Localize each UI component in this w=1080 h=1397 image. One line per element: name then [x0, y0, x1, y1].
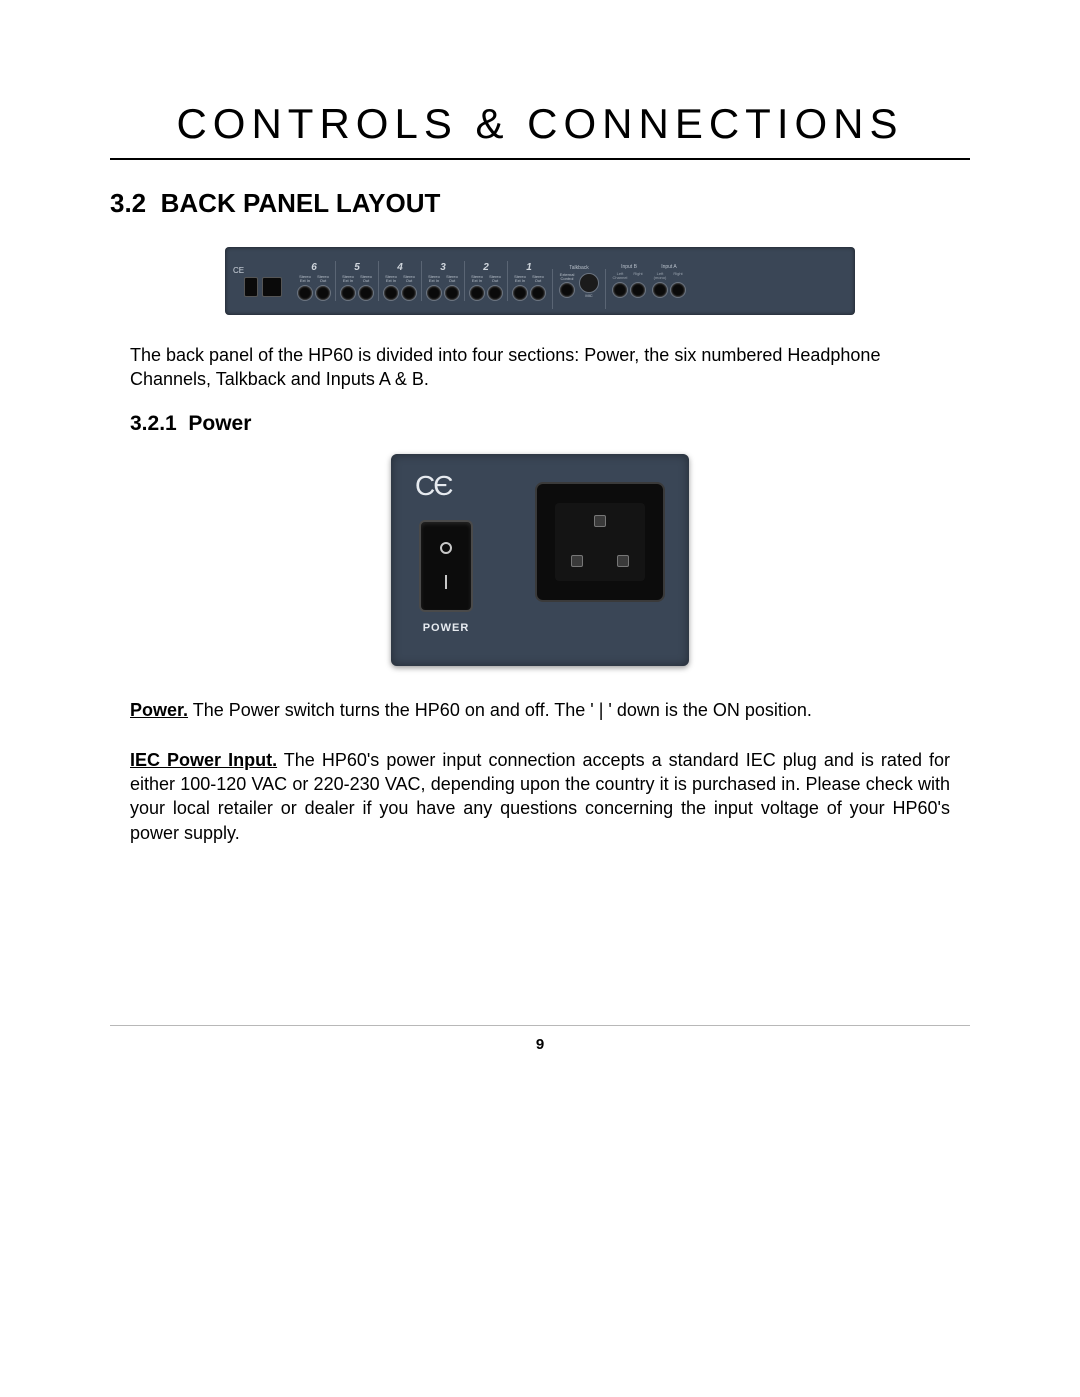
input-sub: Right [670, 272, 686, 280]
backpanel-channels: 6 Stereo Ext In Stereo Out 5 Stereo Ext … [297, 261, 546, 301]
page-number: 9 [110, 1036, 970, 1053]
jack-icon [612, 282, 628, 298]
section-heading: 3.2 BACK PANEL LAYOUT [110, 188, 970, 219]
subsection-number: 3.2.1 [130, 412, 177, 435]
page-title: CONTROLS & CONNECTIONS [110, 100, 970, 148]
jack-label: Stereo Out [487, 275, 503, 283]
jack-label: Stereo Ext In [383, 275, 399, 283]
jack-label: Stereo Ext In [512, 275, 528, 283]
separator [335, 261, 336, 301]
mic-label: MIC [581, 294, 597, 298]
jack-icon [358, 285, 374, 301]
power-switch-block: POWER [419, 520, 473, 634]
input-sub: Left Channel [612, 272, 628, 280]
jack-label: Stereo Out [401, 275, 417, 283]
backpanel-figure: CE 6 Stereo Ext In Stereo Out 5 [110, 247, 970, 315]
input-sub: Right [630, 272, 646, 280]
channel-number: 4 [397, 262, 403, 273]
channel-6: 6 Stereo Ext In Stereo Out [297, 262, 331, 301]
jack-label: Stereo Out [530, 275, 546, 283]
iec-pin-icon [594, 515, 606, 527]
power-label: POWER [423, 622, 470, 634]
jack-icon [630, 282, 646, 298]
jack-icon [652, 282, 668, 298]
separator [421, 261, 422, 301]
jack-icon [426, 285, 442, 301]
section-text: BACK PANEL LAYOUT [161, 188, 441, 218]
jack-icon [559, 282, 575, 298]
ce-mark-icon: CE [233, 266, 244, 275]
jack-label: Stereo Out [358, 275, 374, 283]
talkback-title: Talkback [569, 265, 588, 271]
inputs-section: Input B Left Channel Right Input A Left … [612, 264, 686, 298]
jack-label: Stereo Out [444, 275, 460, 283]
iec-pin-icon [617, 555, 629, 567]
input-title: Input B [621, 264, 637, 270]
backpanel-power-section: CE [233, 266, 293, 297]
power-closeup-figure: CЄ POWER [110, 454, 970, 666]
jack-icon [401, 285, 417, 301]
jack-icon [340, 285, 356, 301]
switch-on-mark-icon [445, 575, 447, 589]
power-rocker-switch-icon [419, 520, 473, 612]
input-a: Input A Left (mono) Right [652, 264, 686, 298]
channel-number: 5 [354, 262, 360, 273]
xlr-icon [579, 273, 599, 293]
channel-4: 4 Stereo Ext In Stereo Out [383, 262, 417, 301]
iec-socket-icon [262, 277, 282, 297]
jack-icon [444, 285, 460, 301]
intro-paragraph: The back panel of the HP60 is divided in… [130, 343, 950, 392]
input-sub: Left (mono) [652, 272, 668, 280]
input-title: Input A [661, 264, 677, 270]
switch-off-mark-icon [440, 542, 452, 554]
power-para-label: Power. [130, 700, 188, 720]
power-para-text: The Power switch turns the HP60 on and o… [188, 700, 812, 720]
iec-paragraph: IEC Power Input. The HP60's power input … [130, 748, 950, 845]
iec-para-label: IEC Power Input. [130, 750, 277, 770]
jack-label: Stereo Ext In [297, 275, 313, 283]
channel-number: 3 [440, 262, 446, 273]
iec-socket-inner [555, 503, 645, 581]
footer-rule [110, 1025, 970, 1026]
document-page: CONTROLS & CONNECTIONS 3.2 BACK PANEL LA… [0, 0, 1080, 1093]
channel-2: 2 Stereo Ext In Stereo Out [469, 262, 503, 301]
jack-label: Stereo Ext In [426, 275, 442, 283]
jack-label: Stereo Ext In [340, 275, 356, 283]
title-underline [110, 158, 970, 160]
power-paragraph: Power. The Power switch turns the HP60 o… [130, 698, 950, 722]
jack-icon [530, 285, 546, 301]
jack-label: Stereo Ext In [469, 275, 485, 283]
power-switch-icon [244, 277, 258, 297]
separator [605, 269, 606, 309]
talkback-sub: External Control [559, 273, 575, 281]
subsection-text: Power [188, 412, 251, 435]
channel-3: 3 Stereo Ext In Stereo Out [426, 262, 460, 301]
talkback-section: Talkback External Control MIC [559, 265, 599, 298]
jack-icon [383, 285, 399, 301]
iec-socket-icon [535, 482, 665, 602]
separator [507, 261, 508, 301]
subsection-heading: 3.2.1 Power [130, 412, 970, 436]
separator [552, 269, 553, 309]
separator [378, 261, 379, 301]
iec-pin-icon [571, 555, 583, 567]
backpanel-diagram: CE 6 Stereo Ext In Stereo Out 5 [225, 247, 855, 315]
jack-icon [487, 285, 503, 301]
channel-1: 1 Stereo Ext In Stereo Out [512, 262, 546, 301]
channel-number: 1 [526, 262, 532, 273]
separator [464, 261, 465, 301]
jack-icon [297, 285, 313, 301]
ce-mark-icon: CЄ [415, 470, 451, 502]
jack-label: Stereo Out [315, 275, 331, 283]
channel-number: 2 [483, 262, 489, 273]
jack-icon [670, 282, 686, 298]
jack-icon [512, 285, 528, 301]
channel-5: 5 Stereo Ext In Stereo Out [340, 262, 374, 301]
jack-icon [315, 285, 331, 301]
jack-icon [469, 285, 485, 301]
channel-number: 6 [311, 262, 317, 273]
section-number: 3.2 [110, 188, 146, 218]
input-b: Input B Left Channel Right [612, 264, 646, 298]
power-closeup-diagram: CЄ POWER [391, 454, 689, 666]
